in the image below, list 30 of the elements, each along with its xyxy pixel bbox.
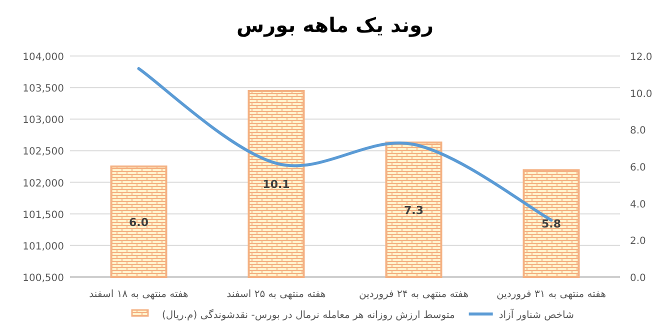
y2-tick-label: 6.0: [630, 162, 646, 174]
y-tick-label: 100,500: [22, 273, 64, 284]
data-label: 10.1: [262, 178, 290, 191]
y-tick-label: 104,000: [22, 52, 64, 63]
legend-label: شاخص شناور آزاد: [498, 308, 574, 321]
x-tick-label: هفته منتهی به ۱۸ اسفند: [89, 289, 188, 300]
y2-tick-label: 4.0: [630, 199, 646, 210]
bar: [248, 90, 305, 278]
y2-tick-label: 2.0: [630, 236, 646, 248]
bar: [385, 142, 442, 278]
y2-tick-label: 12.0: [630, 52, 652, 63]
bar: [110, 166, 168, 278]
x-tick-label: هفته منتهی به ۳۱ فروردین: [496, 289, 606, 300]
y-tick-label: 101,500: [22, 210, 64, 221]
y-tick-label: 101,000: [22, 241, 64, 252]
y2-tick-label: 0.0: [630, 273, 646, 284]
x-tick-label: هفته منتهی به ۲۵ اسفند: [226, 289, 326, 300]
data-label: 5.8: [542, 218, 561, 231]
x-tick-label: هفته منتهی به ۲۴ فروردین: [359, 289, 468, 300]
y2-tick-label: 8.0: [630, 126, 646, 137]
y2-tick-label: 10.0: [630, 88, 652, 100]
data-label: 6.0: [129, 216, 149, 229]
chart-title: روند یک ماهه بورس: [236, 13, 434, 37]
y-tick-label: 102,000: [22, 178, 64, 190]
y-tick-label: 103,500: [22, 84, 64, 95]
legend-label: متوسط ارزش روزانه هر معامله نرمال در بورس- نقدشوندگی (م.ریال): [162, 309, 455, 321]
y-tick-label: 102,500: [22, 146, 64, 158]
bar: [522, 169, 580, 278]
y-tick-label: 103,000: [22, 115, 64, 126]
data-label: 7.3: [404, 204, 424, 217]
